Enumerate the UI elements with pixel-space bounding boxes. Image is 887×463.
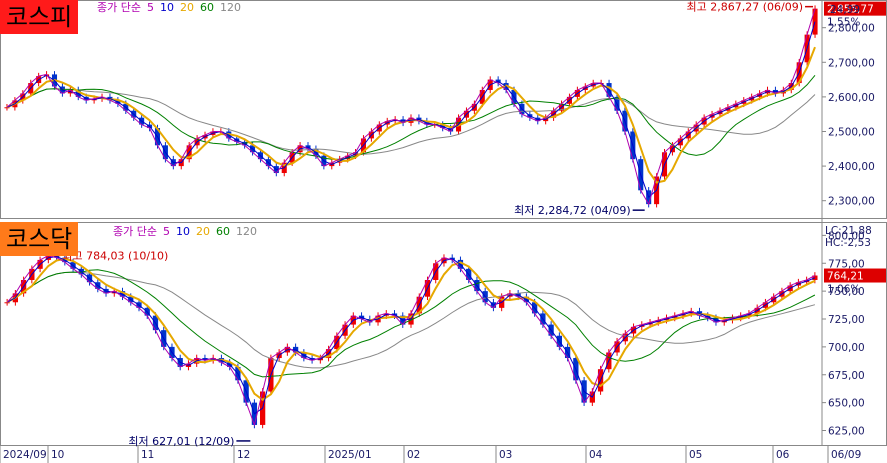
kosdaq-ytick-label: 725,00 (828, 314, 865, 326)
xtick-label: 05 (689, 449, 702, 461)
kospi-ytick-label: 2,300,00 (828, 196, 875, 208)
xtick-label: 12 (237, 449, 250, 461)
legend-period-60: 60 (199, 1, 214, 14)
legend-period-5: 5 (162, 225, 170, 238)
kosdaq-hc-label: HC:-2,53 (825, 237, 871, 249)
kosdaq-ma120-line (6, 271, 816, 369)
kosdaq-title: 코스닥 (0, 222, 79, 256)
kospi-ma10-line (6, 21, 816, 199)
kosdaq-lc-label: LC:21,88 (825, 225, 872, 237)
kospi-high-annotation: 최고 2,867,27 (06/09) (687, 1, 804, 14)
xtick-label: 10 (51, 449, 64, 461)
kosdaq-ma10-line (6, 256, 816, 415)
kospi-ma5-line (6, 8, 816, 206)
xtick-label: 06/09 (831, 449, 861, 461)
legend-period-60: 60 (215, 225, 230, 238)
kospi-ytick-label: 2,400,00 (828, 161, 875, 173)
kosdaq-legend: 종가 단순 5 10 20 60 120 (113, 223, 263, 239)
kosdaq-ma60-line (6, 269, 816, 378)
kospi-ytick-label: 2,600,00 (828, 92, 875, 104)
kospi-low-annotation: 최저 2,284,72 (04/09) (514, 204, 631, 217)
kospi-legend: 종가 단순 5 10 20 60 120 (97, 0, 247, 15)
kosdaq-ytick-label: 750,00 (828, 286, 865, 298)
legend-period-10: 10 (159, 1, 174, 14)
kosdaq-ma5-line (6, 254, 816, 427)
kospi-ma60-line (6, 74, 816, 160)
legend-period-20: 20 (179, 1, 194, 14)
xtick-label: 06 (776, 449, 790, 461)
kosdaq-change-percent: 1,06% (827, 284, 860, 296)
kospi-candle (4, 107, 10, 109)
xtick-label: 04 (589, 449, 603, 461)
kospi-top-value: 24,99 (830, 4, 860, 16)
kosdaq-ytick-label: 650,00 (828, 398, 865, 410)
kospi-title: 코스피 (0, 0, 79, 34)
kosdaq-ytick-label: 775,00 (828, 258, 865, 270)
kospi-current-price: 2,855,77 (827, 4, 874, 16)
kospi-change-percent: 1,55% (827, 17, 860, 29)
kosdaq-current-price: 764,21 (827, 271, 864, 283)
kospi-ytick-label: 2,500,00 (828, 126, 875, 138)
kosdaq-high-annotation: 최고 784,03 (10/10) (62, 249, 168, 262)
kospi-ma120-line (6, 88, 816, 155)
kosdaq-ytick-label: 800,00 (828, 230, 865, 242)
legend-period-5: 5 (146, 1, 154, 14)
kosdaq-ma20-line (6, 257, 816, 402)
xtick-label: 2024/09 (3, 449, 47, 461)
legend-period-10: 10 (175, 225, 190, 238)
kosdaq-candle (4, 302, 10, 304)
kospi-ytick-label: 2,800,00 (828, 23, 875, 35)
kosdaq-ytick-label: 675,00 (828, 370, 865, 382)
kospi-ytick-label: 2,700,00 (828, 57, 875, 69)
legend-period-120: 120 (235, 225, 257, 238)
legend-label: 종가 단순 (97, 1, 141, 14)
kosdaq-ytick-label: 700,00 (828, 342, 865, 354)
xtick-label: 02 (407, 449, 420, 461)
xtick-label: 03 (499, 449, 512, 461)
xtick-label: 11 (141, 449, 154, 461)
legend-period-120: 120 (219, 1, 241, 14)
legend-period-20: 20 (195, 225, 210, 238)
xtick-label: 2025/01 (328, 449, 372, 461)
kosdaq-low-annotation: 최저 627,01 (12/09) (128, 435, 234, 448)
kosdaq-ytick-label: 625,00 (828, 426, 865, 438)
legend-label: 종가 단순 (113, 225, 157, 238)
kosdaq-current-price-tag (824, 268, 886, 283)
kospi-current-price-tag (824, 1, 886, 16)
